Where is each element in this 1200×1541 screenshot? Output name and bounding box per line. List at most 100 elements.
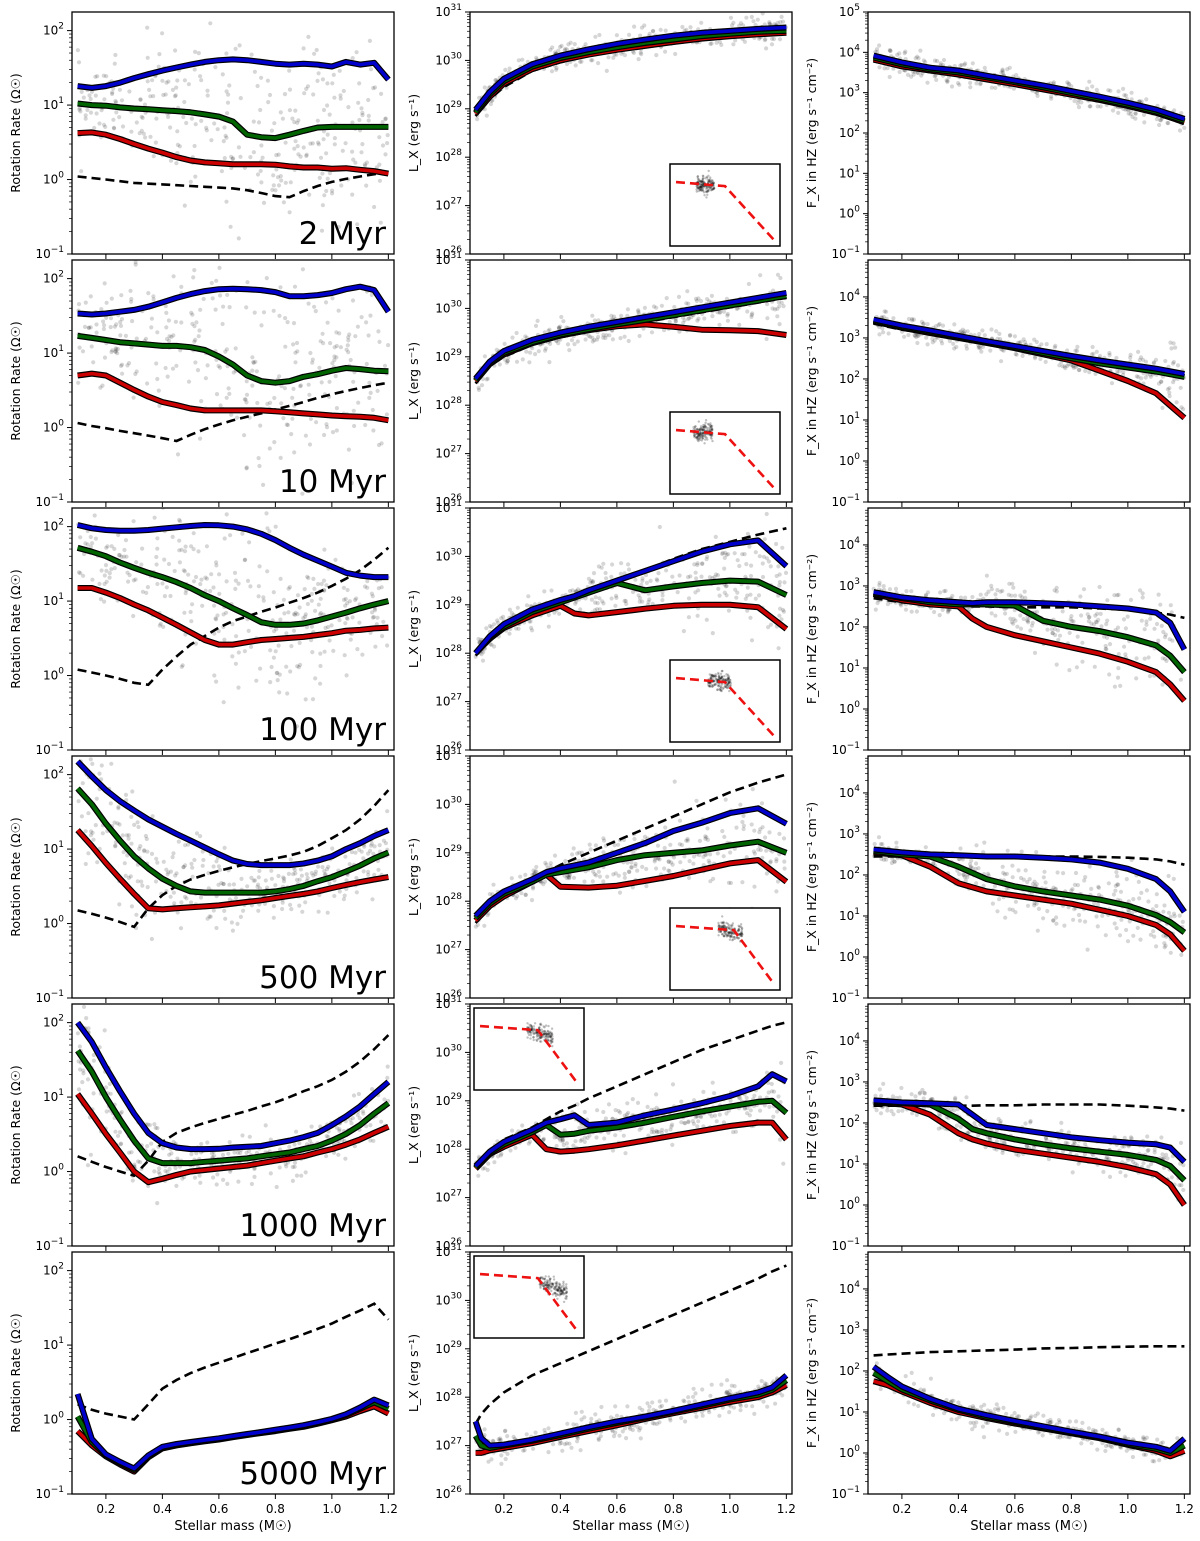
scatter-point xyxy=(245,884,250,889)
scatter-point xyxy=(762,38,768,43)
scatter-point xyxy=(83,300,88,305)
inset xyxy=(669,163,781,247)
scatter-point xyxy=(222,125,227,130)
scatter-point xyxy=(158,621,163,626)
scatter-point xyxy=(110,90,115,95)
scatter-point xyxy=(261,595,266,600)
scatter-point xyxy=(255,884,260,890)
inset-point xyxy=(696,427,699,431)
scatter-point xyxy=(248,584,253,589)
scatter-point xyxy=(110,348,115,353)
scatter-point xyxy=(776,646,781,651)
inset-point xyxy=(699,188,702,191)
inset-point xyxy=(720,686,723,689)
scatter-point xyxy=(692,562,697,567)
scatter-point xyxy=(175,142,180,147)
scatter-point xyxy=(318,339,323,344)
scatter-point xyxy=(376,329,381,334)
scatter-point xyxy=(636,309,641,314)
scatter-point xyxy=(679,1120,684,1125)
scatter-point xyxy=(138,97,143,102)
inset-point xyxy=(710,427,713,430)
scatter-point xyxy=(342,653,347,658)
scatter-point xyxy=(337,68,342,73)
scatter-point xyxy=(214,1182,219,1187)
scatter-point xyxy=(263,1123,268,1128)
scatter-point xyxy=(637,333,642,339)
axes-frame xyxy=(71,1251,395,1495)
inset-point xyxy=(724,930,727,934)
scatter-point xyxy=(155,536,160,541)
scatter-point xyxy=(167,338,172,343)
scatter-point xyxy=(777,37,783,42)
scatter-point xyxy=(227,1140,232,1145)
scatter-point xyxy=(116,804,121,810)
inset-point xyxy=(539,1022,542,1025)
scatter-point xyxy=(764,336,769,342)
inset-point xyxy=(532,1038,535,1042)
inset-point xyxy=(706,428,709,432)
scatter-point xyxy=(121,850,126,855)
scatter-point xyxy=(168,894,173,899)
scatter-point xyxy=(154,554,159,560)
scatter-point xyxy=(91,837,96,842)
scatter-point xyxy=(536,349,541,354)
scatter-point xyxy=(582,1109,587,1115)
inset-point xyxy=(708,180,711,183)
scatter-point xyxy=(752,851,758,856)
scatter-point xyxy=(322,193,327,198)
scatter-point xyxy=(612,52,617,57)
scatter-point xyxy=(645,1104,650,1109)
scatter-point xyxy=(76,380,81,385)
x-tick-label: 1.0 xyxy=(322,1502,341,1516)
inset-point xyxy=(707,188,710,191)
scatter-point xyxy=(293,108,298,113)
scatter-point xyxy=(324,425,330,430)
inset-point xyxy=(709,677,712,680)
inset-point xyxy=(705,186,709,190)
series-line-green xyxy=(474,839,788,920)
scatter-point xyxy=(175,78,180,83)
scatter-point xyxy=(554,65,559,71)
scatter-point xyxy=(233,896,239,901)
scatter-point xyxy=(295,593,301,598)
inset-point xyxy=(711,187,714,191)
scatter-point xyxy=(684,301,689,306)
scatter-point xyxy=(224,395,229,400)
y-tick-label: 1030 xyxy=(435,299,462,315)
scatter-point xyxy=(274,153,279,158)
scatter-point xyxy=(516,626,521,631)
scatter-point xyxy=(303,614,308,619)
scatter-point xyxy=(759,801,765,806)
scatter-point xyxy=(776,1094,781,1099)
scatter-point xyxy=(212,603,217,608)
inset-point xyxy=(564,1287,567,1290)
inset-point xyxy=(699,434,702,437)
scatter-point xyxy=(77,107,82,112)
scatter-point xyxy=(321,107,327,113)
scatter-point xyxy=(707,1410,712,1415)
y-tick-label: 1027 xyxy=(435,941,462,957)
scatter-point xyxy=(201,857,206,863)
series-line-red xyxy=(77,371,389,423)
inset-point xyxy=(710,424,714,428)
inset-point xyxy=(713,680,716,683)
scatter-point xyxy=(310,357,315,362)
scatter-point xyxy=(346,447,351,452)
inset-point xyxy=(552,1282,555,1285)
inset-point xyxy=(711,188,714,191)
scatter-point xyxy=(140,883,145,888)
scatter-point xyxy=(717,39,723,45)
x-tick-label: 0.8 xyxy=(664,1502,683,1516)
scatter-point xyxy=(222,637,227,642)
scatter-point xyxy=(211,908,216,913)
inset xyxy=(473,1007,585,1091)
scatter-point xyxy=(578,1448,583,1453)
scatter-point xyxy=(678,860,683,865)
scatter-point xyxy=(256,456,261,461)
scatter-point xyxy=(554,1143,559,1149)
plot-area xyxy=(473,773,789,929)
scatter-point xyxy=(168,125,173,130)
scatter-point xyxy=(729,23,735,28)
